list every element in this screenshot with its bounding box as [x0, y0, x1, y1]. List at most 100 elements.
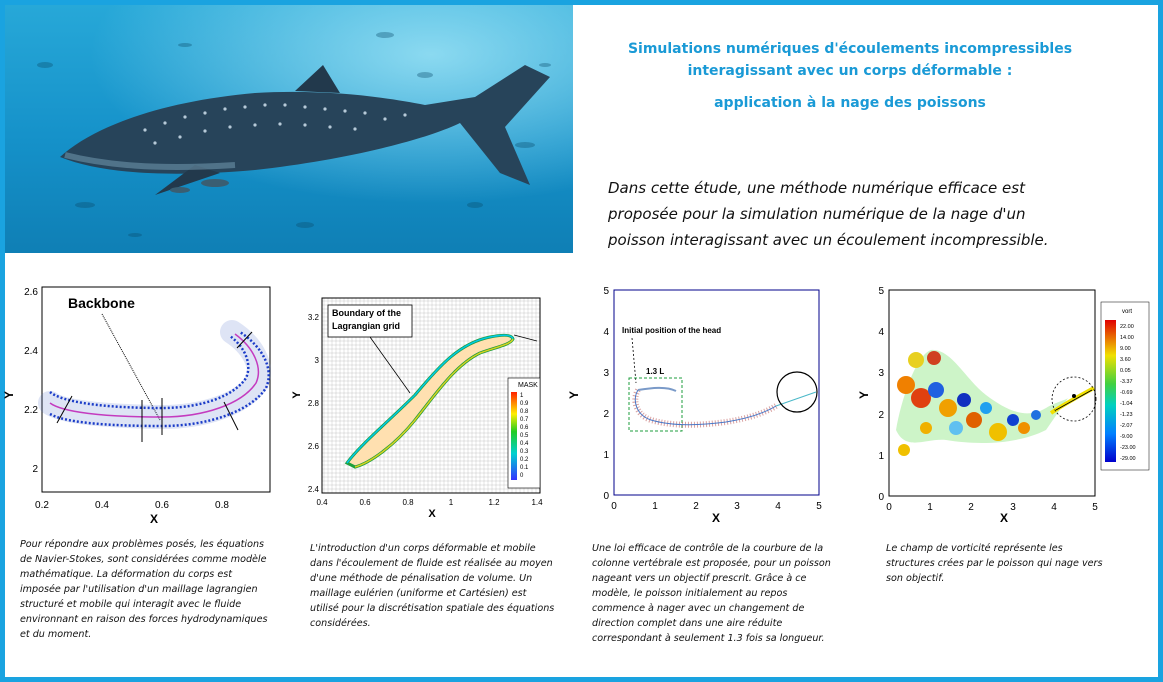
legend-value: 0.1 — [520, 465, 529, 471]
tick-label: 2 — [603, 409, 609, 420]
y-axis-label: Y — [567, 391, 581, 399]
tick-label: 2.4 — [308, 485, 320, 494]
legend-value: 0 — [520, 473, 524, 479]
tick-label: 5 — [878, 286, 884, 297]
legend-value: 0.4 — [520, 441, 529, 447]
legend-value: 0.8 — [520, 409, 529, 415]
legend-value: 22.00 — [1120, 324, 1134, 330]
tick-label: 1 — [878, 451, 884, 462]
legend-value: 0.6 — [520, 425, 529, 431]
mask-contour — [354, 338, 514, 468]
tick-label: 1 — [603, 450, 609, 461]
body-lower-edge — [49, 330, 270, 428]
legend-value: 3.60 — [1120, 357, 1131, 363]
legend-value: -23.00 — [1120, 445, 1136, 451]
annotation-line-1: Boundary of the — [332, 308, 401, 318]
y-axis-label: Y — [2, 391, 16, 399]
panel-backbone: 0.2 0.4 0.6 0.8 2 2.2 2.4 2.6 X Y Backbo… — [2, 280, 282, 534]
tick-label: 3.2 — [308, 313, 320, 322]
panel-lagrangian-grid: 0.4 0.6 0.8 1 1.2 1.4 2.4 2.6 2.8 3 3.2 … — [290, 295, 550, 529]
tick-label: 3 — [1010, 502, 1016, 513]
tick-label: 4 — [1051, 502, 1057, 513]
legend-value: -0.69 — [1120, 390, 1133, 396]
target-arrow — [513, 334, 538, 342]
annotation-box — [327, 304, 413, 338]
backbone-annotation: Backbone — [68, 295, 135, 311]
legend-value: 9.00 — [1120, 346, 1131, 352]
y-axis-label: Y — [857, 391, 871, 399]
tick-label: 3 — [603, 368, 609, 379]
box-label: 1.3 L — [646, 367, 664, 376]
panel-trajectory: 0 1 2 3 4 5 0 1 2 3 4 5 X Y Initial posi… — [566, 280, 831, 529]
tick-label: 0 — [886, 502, 892, 513]
tick-label: 2.6 — [24, 287, 38, 298]
tick-label: 4 — [603, 327, 609, 338]
tick-label: 3 — [315, 356, 320, 365]
legend-value: 0.2 — [520, 457, 529, 463]
tick-label: 1 — [927, 502, 933, 513]
legend-value: 0.7 — [520, 417, 529, 423]
x-axis-label: X — [1000, 511, 1008, 525]
target-circle — [776, 371, 818, 413]
tick-label: 0.6 — [155, 500, 169, 511]
legend-title: vort — [1122, 309, 1132, 315]
tick-label: 0.4 — [316, 498, 328, 507]
legend-value: -3.37 — [1120, 379, 1133, 385]
tick-label: 3 — [734, 501, 740, 512]
initial-fish — [637, 386, 677, 392]
poster-title: Simulations numériques d'écoulements inc… — [590, 38, 1110, 114]
legend-value: -1.04 — [1120, 401, 1133, 407]
tick-label: 5 — [603, 286, 609, 297]
caption-3: Une loi efficace de contrôle de la courb… — [592, 543, 831, 644]
tick-label: 1.2 — [488, 498, 500, 507]
tick-label: 0 — [603, 491, 609, 502]
confinement-box — [628, 377, 683, 432]
legend-value: -2.07 — [1120, 423, 1133, 429]
backbone-line — [49, 333, 260, 418]
legend-value: 0.3 — [520, 449, 529, 455]
tick-label: 1.4 — [531, 498, 543, 507]
tick-label: 1 — [652, 501, 658, 512]
annotation-arrow — [369, 336, 411, 394]
legend-value: 0.5 — [520, 433, 529, 439]
mask-contour — [346, 334, 514, 464]
x-axis-label: X — [150, 512, 158, 526]
tick-label: 0.6 — [359, 498, 371, 507]
legend-value: 0.05 — [1120, 368, 1131, 374]
tick-label: 0.4 — [95, 500, 109, 511]
panel-vorticity: 0 1 2 3 4 5 0 1 2 3 4 5 X Y — [856, 280, 1151, 529]
legend-colorbar — [1105, 320, 1116, 462]
section-line — [223, 401, 239, 431]
tick-label: 1 — [449, 498, 454, 507]
section-line — [56, 395, 73, 424]
annotation-arrow — [631, 337, 637, 384]
vortex-wake — [896, 349, 1068, 456]
tick-label: 2 — [693, 501, 699, 512]
y-axis-label: Y — [291, 391, 303, 399]
title-line-3: application à la nage des poissons — [714, 95, 986, 111]
legend-value: -1.23 — [1120, 412, 1133, 418]
title-line-1: Simulations numériques d'écoulements inc… — [627, 41, 1073, 57]
tick-label: 4 — [878, 327, 884, 338]
swim-trajectory-path — [634, 389, 777, 426]
legend-value: -9.00 — [1120, 434, 1133, 440]
tick-label: 2.8 — [308, 399, 320, 408]
legend-value: 1 — [520, 393, 524, 399]
direction-arrow — [1055, 389, 1093, 411]
fish-body — [1049, 386, 1095, 415]
whale-shark-photo — [5, 5, 573, 253]
tick-label: 0.8 — [402, 498, 414, 507]
section-line — [236, 331, 253, 349]
x-axis-label: X — [428, 508, 436, 520]
target-circle — [1051, 376, 1097, 422]
tick-label: 2.6 — [308, 442, 320, 451]
tick-label: 5 — [1092, 502, 1098, 513]
title-line-2: interagissant avec un corps déformable : — [687, 63, 1013, 79]
caption-1: Pour répondre aux problèmes posés, les é… — [20, 539, 268, 640]
tick-label: 3 — [878, 368, 884, 379]
annotation-line-2: Lagrangian grid — [332, 321, 400, 331]
tick-label: 2.2 — [24, 405, 38, 416]
caption-2: L'introduction d'un corps déformable et … — [310, 543, 555, 629]
tick-label: 4 — [775, 501, 781, 512]
head-annotation: Initial position of the head — [622, 326, 721, 335]
